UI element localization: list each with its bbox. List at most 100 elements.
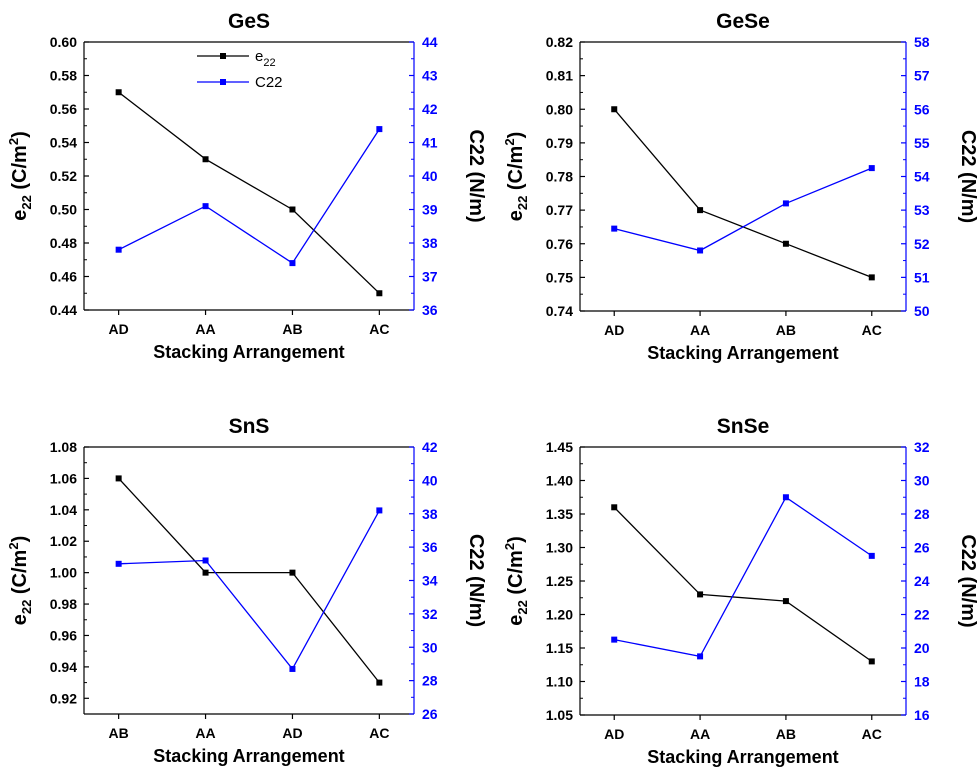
data-point-e22 — [202, 156, 209, 163]
data-point-c22 — [115, 246, 122, 253]
left-y-tick-label: 1.00 — [50, 565, 77, 581]
data-point-c22 — [289, 260, 296, 267]
left-y-label-base: e — [9, 614, 31, 625]
left-y-tick-label: 1.35 — [546, 506, 573, 522]
x-tick-label: AC — [862, 726, 882, 742]
right-y-tick-label: 58 — [914, 34, 930, 50]
x-tick-label: AC — [369, 321, 389, 337]
left-y-tick-label: 0.77 — [546, 202, 573, 218]
x-axis-label: Stacking Arrangement — [647, 343, 838, 363]
series-line-e22 — [118, 91, 380, 294]
legend: e22 C22 — [197, 48, 283, 91]
legend-marker — [220, 79, 226, 85]
right-y-tick-label: 30 — [422, 639, 438, 655]
left-y-label-close: ) — [9, 131, 31, 138]
right-y-tick-label: 56 — [914, 101, 930, 117]
left-y-tick-label: 0.75 — [546, 269, 573, 285]
x-tick-label: AA — [690, 726, 710, 742]
chart-panel-gese: GeSe 0.74 0.75 0.76 0.77 0.78 0.79 0.80 0.81 0.82… — [502, 10, 979, 363]
legend-label: e22 — [255, 48, 276, 69]
x-axis-label: Stacking Arrangement — [647, 747, 838, 767]
data-point-c22 — [697, 247, 704, 254]
x-tick-label: AB — [109, 725, 129, 741]
chart-title: SnSe — [717, 415, 770, 438]
data-point-c22 — [868, 165, 875, 172]
left-y-tick-label: 0.81 — [546, 68, 573, 84]
left-y-axis-label: e22 (C/m2) — [6, 536, 34, 626]
data-point-c22 — [202, 557, 209, 564]
left-y-label-unit: (C/m — [505, 550, 527, 600]
right-y-tick-label: 32 — [422, 606, 438, 622]
right-y-tick-label: 54 — [914, 169, 930, 185]
data-point-e22 — [289, 206, 296, 213]
right-y-axis-label: C22 (N/m) — [465, 129, 487, 222]
x-tick-label: AB — [776, 726, 796, 742]
left-y-tick-label: 0.82 — [546, 34, 573, 50]
left-y-tick-label: 0.50 — [50, 202, 77, 218]
left-y-tick-label: 1.45 — [546, 439, 573, 455]
left-y-tick-label: 0.46 — [50, 269, 77, 285]
data-point-e22 — [868, 274, 875, 281]
data-point-c22 — [697, 653, 704, 660]
left-y-label-close: ) — [9, 536, 31, 543]
left-y-tick-label: 0.74 — [546, 303, 573, 319]
left-y-tick-label: 0.56 — [50, 101, 77, 117]
series-line-e22 — [613, 506, 873, 662]
left-y-label-close: ) — [505, 536, 527, 543]
right-y-tick-label: 55 — [914, 135, 930, 151]
left-y-tick-label: 1.40 — [546, 473, 573, 489]
chart-panel-sns: SnS 0.92 0.94 0.96 0.98 1.00 1.02 1.04 1.06 1.08 2… — [6, 415, 487, 766]
left-y-tick-label: 1.04 — [50, 502, 77, 518]
left-y-tick-label: 0.54 — [50, 135, 77, 151]
data-point-c22 — [611, 636, 618, 643]
x-tick-label: AC — [369, 725, 389, 741]
right-y-axis-label: C22 (N/m) — [465, 534, 487, 627]
x-axis-label: Stacking Arrangement — [153, 746, 344, 766]
left-y-label-close: ) — [505, 132, 527, 139]
right-y-tick-label: 16 — [914, 707, 930, 723]
left-y-label-superscript: 2 — [6, 138, 21, 145]
x-tick-label: AB — [282, 321, 302, 337]
x-tick-label: AA — [690, 322, 710, 338]
right-y-tick-label: 26 — [422, 706, 438, 722]
right-y-tick-label: 50 — [914, 303, 930, 319]
left-y-axis-label: e22 (C/m2) — [502, 132, 530, 222]
left-y-tick-label: 0.58 — [50, 68, 77, 84]
right-y-tick-label: 32 — [914, 439, 930, 455]
x-tick-label: AA — [195, 725, 215, 741]
data-point-e22 — [376, 290, 383, 297]
right-y-tick-label: 41 — [422, 135, 438, 151]
data-point-c22 — [289, 665, 296, 672]
right-y-tick-label: 51 — [914, 269, 930, 285]
left-y-tick-label: 0.98 — [50, 596, 77, 612]
x-tick-label: AA — [195, 321, 215, 337]
data-point-e22 — [782, 598, 789, 605]
data-point-c22 — [611, 225, 618, 232]
legend-label-base: C22 — [255, 74, 283, 91]
data-point-c22 — [376, 126, 383, 133]
data-point-e22 — [782, 240, 789, 247]
left-y-tick-label: 0.76 — [546, 236, 573, 252]
left-y-label-unit: (C/m — [505, 146, 527, 196]
left-y-tick-label: 0.60 — [50, 34, 77, 50]
data-point-c22 — [782, 200, 789, 207]
right-y-tick-label: 34 — [422, 573, 438, 589]
right-y-tick-label: 42 — [422, 101, 438, 117]
left-y-tick-label: 1.25 — [546, 573, 573, 589]
left-y-tick-label: 1.20 — [546, 607, 573, 623]
legend-label-base: e — [255, 48, 263, 65]
series-line-c22 — [614, 496, 873, 658]
data-point-e22 — [697, 591, 704, 598]
data-point-c22 — [115, 560, 122, 567]
left-y-axis-label: e22 (C/m2) — [502, 536, 530, 626]
x-axis-label: Stacking Arrangement — [153, 342, 344, 362]
data-point-c22 — [202, 203, 209, 210]
x-tick-label: AC — [862, 322, 882, 338]
left-y-label-superscript: 2 — [6, 542, 21, 549]
data-point-e22 — [202, 569, 209, 576]
left-y-tick-label: 0.48 — [50, 235, 77, 251]
left-y-label-base: e — [505, 210, 527, 221]
right-y-tick-label: 36 — [422, 302, 438, 318]
right-y-axis-label: C22 (N/m) — [957, 130, 979, 223]
